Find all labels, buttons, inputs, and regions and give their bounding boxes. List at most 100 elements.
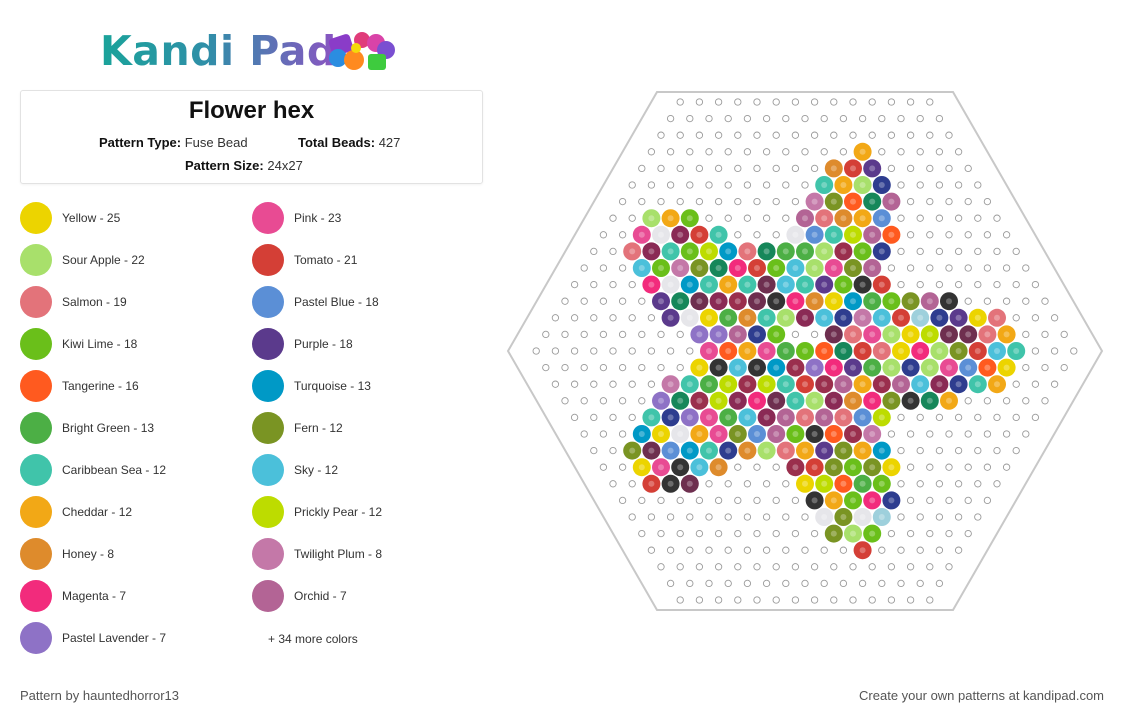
- bead-hole: [917, 348, 924, 354]
- peg: [906, 596, 915, 604]
- bead-hole: [811, 431, 818, 437]
- peg: [570, 413, 579, 422]
- bead: [776, 308, 795, 327]
- bead-hole: [648, 480, 655, 487]
- bead: [824, 292, 843, 311]
- peg: [743, 214, 752, 222]
- peg: [762, 480, 771, 488]
- bead: [882, 225, 901, 244]
- bead: [959, 358, 978, 377]
- bead: [853, 308, 872, 327]
- peg: [609, 380, 617, 388]
- bead: [748, 292, 766, 311]
- peg: [762, 148, 771, 156]
- peg: [926, 197, 934, 206]
- peg: [782, 546, 790, 554]
- bead-hole: [773, 331, 780, 338]
- peg: [1002, 463, 1011, 471]
- more-colors-link[interactable]: + 34 more colors: [268, 632, 358, 646]
- bead-hole: [888, 231, 895, 238]
- peg: [916, 114, 924, 123]
- peg: [887, 131, 896, 139]
- peg: [724, 579, 732, 588]
- color-swatch: [20, 370, 52, 402]
- bead: [911, 308, 930, 327]
- peg: [935, 446, 944, 455]
- bead-hole: [830, 198, 837, 205]
- peg: [916, 247, 924, 256]
- peg: [839, 114, 848, 123]
- peg: [542, 363, 550, 372]
- bead: [824, 458, 843, 477]
- bead-hole: [830, 231, 837, 238]
- bead-hole: [840, 248, 847, 255]
- peg: [638, 529, 646, 538]
- peg: [935, 546, 944, 554]
- total-beads-label: Total Beads:: [298, 135, 376, 150]
- bead-hole: [754, 364, 760, 371]
- peg: [618, 463, 627, 471]
- peg: [734, 463, 742, 471]
- peg: [628, 314, 636, 322]
- bead: [757, 275, 776, 294]
- peg: [657, 529, 665, 538]
- bead: [940, 325, 958, 344]
- bead-hole: [878, 447, 885, 454]
- bead: [786, 259, 805, 277]
- bead: [690, 358, 709, 377]
- peg: [964, 297, 972, 305]
- bead-hole: [773, 431, 780, 437]
- peg: [590, 446, 598, 455]
- logo[interactable]: Kandi Pad: [100, 26, 410, 76]
- peg: [705, 480, 713, 488]
- peg: [993, 446, 1001, 455]
- peg: [686, 513, 694, 521]
- bead: [690, 259, 709, 277]
- bead: [920, 292, 939, 311]
- legend-label: Cheddar - 12: [62, 505, 133, 519]
- bead-hole: [821, 348, 828, 354]
- bead-hole: [658, 464, 664, 471]
- peg: [954, 446, 963, 455]
- bead: [719, 441, 738, 460]
- peg: [772, 164, 780, 173]
- peg: [935, 148, 944, 156]
- bead: [709, 259, 728, 277]
- peg: [695, 563, 704, 571]
- peg: [734, 596, 742, 604]
- bead-hole: [773, 265, 780, 271]
- bead: [872, 308, 891, 327]
- bead-hole: [667, 281, 674, 288]
- bead: [863, 225, 882, 244]
- bead-hole: [725, 381, 732, 388]
- legend-label: Orchid - 7: [294, 589, 347, 603]
- bead-hole: [686, 281, 693, 288]
- peg: [734, 529, 742, 538]
- peg: [868, 596, 876, 604]
- peg: [906, 529, 915, 538]
- bead-hole: [648, 215, 655, 222]
- peg: [628, 214, 636, 222]
- kandipad-cta[interactable]: Create your own patterns at kandipad.com: [859, 688, 1104, 703]
- peg: [676, 164, 684, 173]
- bead-hole: [811, 464, 818, 471]
- peg: [657, 131, 665, 139]
- bead: [949, 342, 968, 360]
- peg: [964, 496, 972, 505]
- bead: [671, 259, 690, 277]
- author-credit[interactable]: Pattern by hauntedhorror13: [20, 688, 179, 703]
- bead-hole: [888, 397, 895, 404]
- bead: [776, 408, 795, 427]
- peg: [753, 563, 761, 571]
- bead: [930, 308, 949, 327]
- bead-hole: [734, 431, 741, 437]
- bead-hole: [840, 182, 847, 188]
- peg: [887, 264, 896, 272]
- peg: [897, 579, 905, 588]
- bead-hole: [811, 198, 818, 205]
- peg: [734, 131, 742, 139]
- bead-hole: [859, 248, 866, 255]
- bead-hole: [658, 397, 664, 404]
- peg: [638, 496, 646, 505]
- bead-hole: [677, 431, 684, 437]
